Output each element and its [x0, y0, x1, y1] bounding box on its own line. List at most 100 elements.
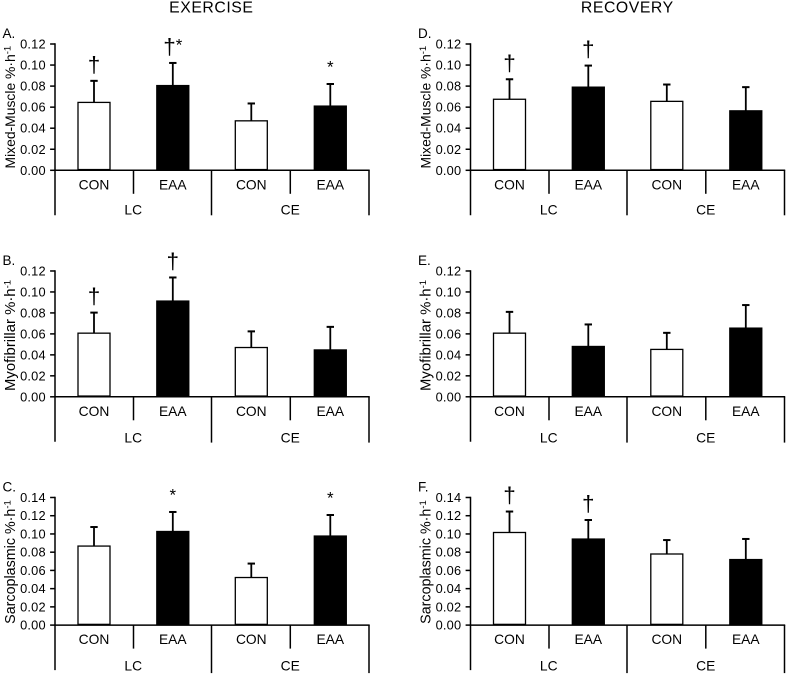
svg-text:0.00: 0.00: [436, 163, 462, 178]
svg-text:LC: LC: [124, 430, 142, 445]
svg-text:0.02: 0.02: [20, 142, 46, 157]
svg-text:CON: CON: [79, 177, 110, 192]
svg-text:LC: LC: [124, 203, 142, 218]
svg-text:EAA: EAA: [316, 632, 344, 647]
svg-text:0.00: 0.00: [20, 163, 46, 178]
svg-text:0.14: 0.14: [20, 490, 46, 505]
svg-text:0.02: 0.02: [20, 368, 46, 383]
svg-text:0.08: 0.08: [20, 79, 46, 94]
svg-text:0.10: 0.10: [436, 526, 462, 541]
svg-text:CE: CE: [281, 430, 300, 445]
svg-text:†: †: [167, 248, 180, 273]
svg-text:Mixed-Muscle %·h-1: Mixed-Muscle %·h-1: [418, 46, 434, 169]
svg-text:0.08: 0.08: [20, 305, 46, 320]
svg-text:0.10: 0.10: [20, 284, 46, 299]
svg-text:*: *: [169, 485, 176, 504]
svg-text:†: †: [582, 37, 595, 62]
svg-text:0.10: 0.10: [436, 58, 462, 73]
svg-text:0.12: 0.12: [20, 263, 46, 278]
svg-text:CON: CON: [236, 404, 267, 419]
svg-text:0.04: 0.04: [20, 347, 46, 362]
svg-text:Myofibrillar %·h-1: Myofibrillar %·h-1: [418, 280, 435, 391]
svg-text:EAA: EAA: [159, 404, 187, 419]
svg-text:EAA: EAA: [732, 177, 760, 192]
svg-text:0.08: 0.08: [20, 545, 46, 560]
svg-text:CON: CON: [494, 404, 525, 419]
svg-text:CON: CON: [79, 404, 110, 419]
svg-text:B.: B.: [3, 253, 16, 268]
svg-text:CON: CON: [651, 177, 682, 192]
svg-text:0.12: 0.12: [20, 37, 46, 52]
svg-text:0.14: 0.14: [436, 490, 462, 505]
svg-text:CON: CON: [494, 632, 525, 647]
svg-text:A.: A.: [3, 26, 16, 41]
svg-text:0.10: 0.10: [20, 58, 46, 73]
svg-text:0.06: 0.06: [20, 563, 46, 578]
svg-text:0.00: 0.00: [20, 389, 46, 404]
svg-text:0.08: 0.08: [436, 305, 462, 320]
svg-text:0.00: 0.00: [20, 618, 46, 633]
svg-text:0.12: 0.12: [436, 508, 462, 523]
svg-text:†*: †*: [163, 34, 183, 59]
svg-text:Sarcoplasmic %·h-1: Sarcoplasmic %·h-1: [3, 500, 20, 624]
svg-text:0.12: 0.12: [436, 263, 462, 278]
svg-text:0.10: 0.10: [436, 284, 462, 299]
svg-text:CON: CON: [494, 177, 525, 192]
svg-text:D.: D.: [418, 26, 432, 41]
svg-text:CE: CE: [696, 430, 715, 445]
svg-text:EAA: EAA: [732, 404, 760, 419]
svg-text:F.: F.: [418, 479, 429, 494]
svg-text:RECOVERY: RECOVERY: [581, 0, 674, 17]
svg-text:LC: LC: [124, 659, 142, 674]
svg-text:CE: CE: [696, 659, 715, 674]
svg-text:†: †: [88, 284, 101, 309]
svg-text:0.06: 0.06: [20, 100, 46, 115]
svg-text:CE: CE: [281, 203, 300, 218]
svg-text:0.12: 0.12: [20, 508, 46, 523]
svg-text:0.00: 0.00: [436, 389, 462, 404]
svg-text:†: †: [503, 50, 516, 75]
svg-text:†: †: [503, 483, 516, 508]
svg-text:0.08: 0.08: [436, 79, 462, 94]
svg-text:0.02: 0.02: [436, 368, 462, 383]
svg-text:†: †: [582, 491, 595, 516]
svg-text:LC: LC: [540, 659, 558, 674]
svg-text:0.10: 0.10: [20, 526, 46, 541]
svg-text:0.04: 0.04: [20, 581, 46, 596]
svg-text:Mixed-Muscle %·h-1: Mixed-Muscle %·h-1: [2, 46, 18, 169]
svg-text:0.04: 0.04: [20, 121, 46, 136]
svg-text:CE: CE: [696, 203, 715, 218]
svg-text:0.04: 0.04: [436, 347, 462, 362]
svg-text:EAA: EAA: [574, 632, 602, 647]
svg-text:0.04: 0.04: [436, 121, 462, 136]
svg-text:LC: LC: [540, 430, 558, 445]
svg-text:0.02: 0.02: [436, 599, 462, 614]
svg-text:EAA: EAA: [159, 177, 187, 192]
svg-text:Myofibrillar %·h-1: Myofibrillar %·h-1: [3, 280, 20, 391]
svg-text:EXERCISE: EXERCISE: [169, 0, 253, 17]
svg-text:CON: CON: [79, 632, 110, 647]
svg-text:C.: C.: [3, 479, 17, 494]
svg-text:0.00: 0.00: [436, 618, 462, 633]
svg-text:0.06: 0.06: [436, 100, 462, 115]
svg-text:0.08: 0.08: [436, 545, 462, 560]
svg-text:EAA: EAA: [316, 404, 344, 419]
svg-text:*: *: [327, 58, 334, 77]
svg-text:EAA: EAA: [732, 632, 760, 647]
svg-text:CON: CON: [651, 404, 682, 419]
svg-text:0.06: 0.06: [436, 326, 462, 341]
svg-text:0.12: 0.12: [436, 37, 462, 52]
svg-text:CON: CON: [236, 632, 267, 647]
svg-text:0.06: 0.06: [436, 563, 462, 578]
svg-text:EAA: EAA: [316, 177, 344, 192]
svg-text:EAA: EAA: [159, 632, 187, 647]
svg-text:0.06: 0.06: [20, 326, 46, 341]
svg-text:EAA: EAA: [574, 404, 602, 419]
svg-text:0.04: 0.04: [436, 581, 462, 596]
svg-text:LC: LC: [540, 203, 558, 218]
svg-text:*: *: [327, 488, 334, 507]
svg-text:†: †: [88, 52, 101, 77]
svg-text:0.02: 0.02: [20, 599, 46, 614]
svg-text:CON: CON: [651, 632, 682, 647]
svg-text:0.02: 0.02: [436, 142, 462, 157]
